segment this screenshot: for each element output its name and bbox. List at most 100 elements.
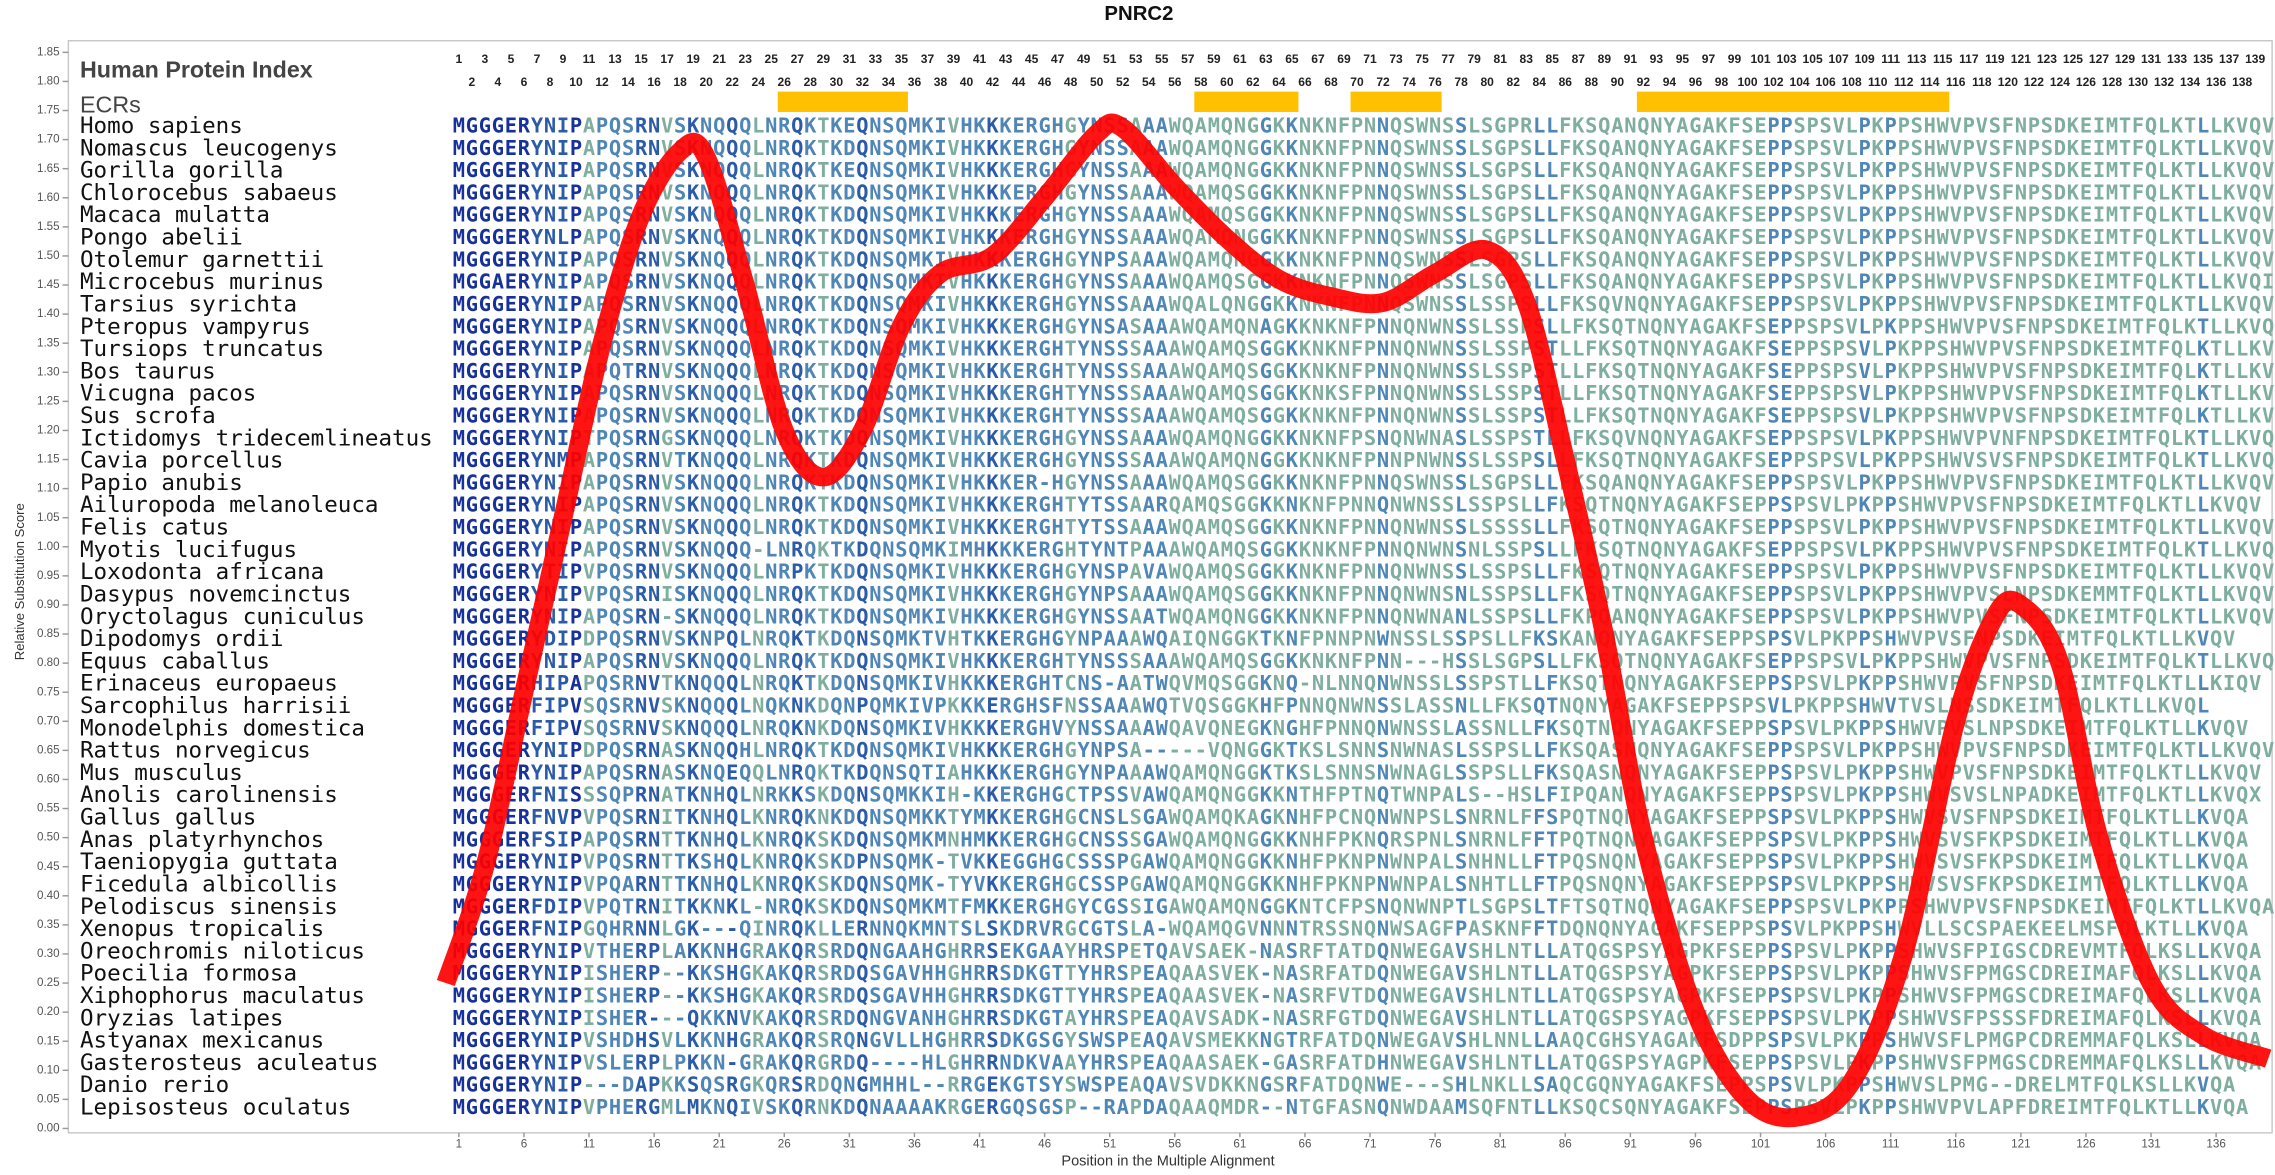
residue: N xyxy=(1403,716,1415,740)
residue: S xyxy=(1442,493,1454,517)
residue: P xyxy=(713,627,725,651)
residue: H xyxy=(960,515,972,539)
residue: W xyxy=(1429,359,1442,383)
residue: K xyxy=(1859,493,1872,517)
residue: A xyxy=(1143,314,1155,338)
residue: K xyxy=(2171,604,2184,628)
residue: L xyxy=(2223,314,2235,338)
residue: Q xyxy=(2262,426,2274,450)
residue: H xyxy=(1507,783,1519,807)
residue: Q xyxy=(739,359,751,383)
x-tick-label: 36 xyxy=(908,1138,921,1151)
residue: N xyxy=(1663,314,1675,338)
residue: L xyxy=(752,404,764,428)
residue: N xyxy=(765,805,777,829)
residue: L xyxy=(1533,114,1545,138)
residue: W xyxy=(1950,314,1963,338)
residue: P xyxy=(1898,649,1910,673)
residue: P xyxy=(2054,381,2066,405)
residue: F xyxy=(1338,203,1350,227)
residue: Y xyxy=(1650,760,1663,784)
residue: K xyxy=(1273,604,1286,628)
residue: R xyxy=(791,537,804,561)
residue: P xyxy=(596,604,608,628)
residue: V xyxy=(1976,404,1988,428)
residue: L xyxy=(2197,180,2209,204)
residue: A xyxy=(1195,604,1207,628)
residue: N xyxy=(1325,114,1337,138)
residue: G xyxy=(661,426,673,450)
residue: S xyxy=(1819,158,1831,182)
residue: K xyxy=(1572,582,1585,606)
residue: L xyxy=(1846,136,1858,160)
residue: S xyxy=(674,426,686,450)
residue: T xyxy=(1091,493,1103,517)
residue: M xyxy=(908,404,920,428)
residue: R xyxy=(518,850,531,874)
residue: S xyxy=(2041,180,2053,204)
residue: S xyxy=(1806,314,1818,338)
residue: K xyxy=(1286,649,1299,673)
y-tick-label: 1.75 xyxy=(37,104,60,117)
residue: S xyxy=(1520,783,1532,807)
residue: E xyxy=(505,292,517,316)
residue: N xyxy=(1364,203,1376,227)
residue: V xyxy=(1859,359,1871,383)
residue: S xyxy=(1507,537,1519,561)
residue: S xyxy=(882,738,894,762)
residue: R xyxy=(1156,493,1169,517)
residue: L xyxy=(1325,671,1337,695)
residue: A xyxy=(1715,426,1727,450)
residue: I xyxy=(2223,671,2235,695)
residue: N xyxy=(1416,448,1428,472)
residue: L xyxy=(1468,292,1480,316)
residue: K xyxy=(2236,537,2249,561)
residue: K xyxy=(921,582,934,606)
residue: R xyxy=(1025,270,1038,294)
residue: S xyxy=(1507,515,1519,539)
residue: K xyxy=(921,738,934,762)
residue: Y xyxy=(531,203,544,227)
index-number: 23 xyxy=(739,52,753,66)
residue: A xyxy=(1702,582,1714,606)
index-number: 21 xyxy=(712,52,726,66)
residue: E xyxy=(1754,470,1766,494)
residue: H xyxy=(1937,426,1949,450)
residue: L xyxy=(1546,649,1558,673)
residue: S xyxy=(1468,760,1480,784)
residue: E xyxy=(505,359,517,383)
residue: K xyxy=(1898,381,1911,405)
residue: K xyxy=(1728,314,1741,338)
residue: E xyxy=(1012,582,1024,606)
residue: D xyxy=(843,314,855,338)
residue: W xyxy=(1169,136,1182,160)
residue: P xyxy=(1780,537,1792,561)
residue: T xyxy=(1624,537,1636,561)
residue: S xyxy=(1728,493,1740,517)
residue: S xyxy=(622,805,634,829)
residue: S xyxy=(1520,604,1532,628)
residue: K xyxy=(986,738,999,762)
residue: N xyxy=(1650,225,1662,249)
index-number: 12 xyxy=(595,75,609,89)
residue: P xyxy=(1741,805,1753,829)
residue: A xyxy=(1195,827,1207,851)
residue: P xyxy=(1364,337,1376,361)
residue: K xyxy=(1286,560,1299,584)
residue: S xyxy=(1989,470,2001,494)
residue: A xyxy=(1143,247,1155,271)
residue: S xyxy=(1455,805,1467,829)
residue: N xyxy=(1494,805,1506,829)
residue: P xyxy=(1819,627,1831,651)
residue: F xyxy=(1572,314,1584,338)
residue: S xyxy=(674,470,686,494)
residue: Q xyxy=(856,738,868,762)
residue: K xyxy=(2067,270,2080,294)
residue: K xyxy=(804,114,817,138)
residue: P xyxy=(1898,247,1910,271)
residue: S xyxy=(882,493,894,517)
residue: D xyxy=(830,671,842,695)
residue: K xyxy=(1273,158,1286,182)
index-number: 19 xyxy=(686,52,700,66)
residue: W xyxy=(1937,136,1950,160)
